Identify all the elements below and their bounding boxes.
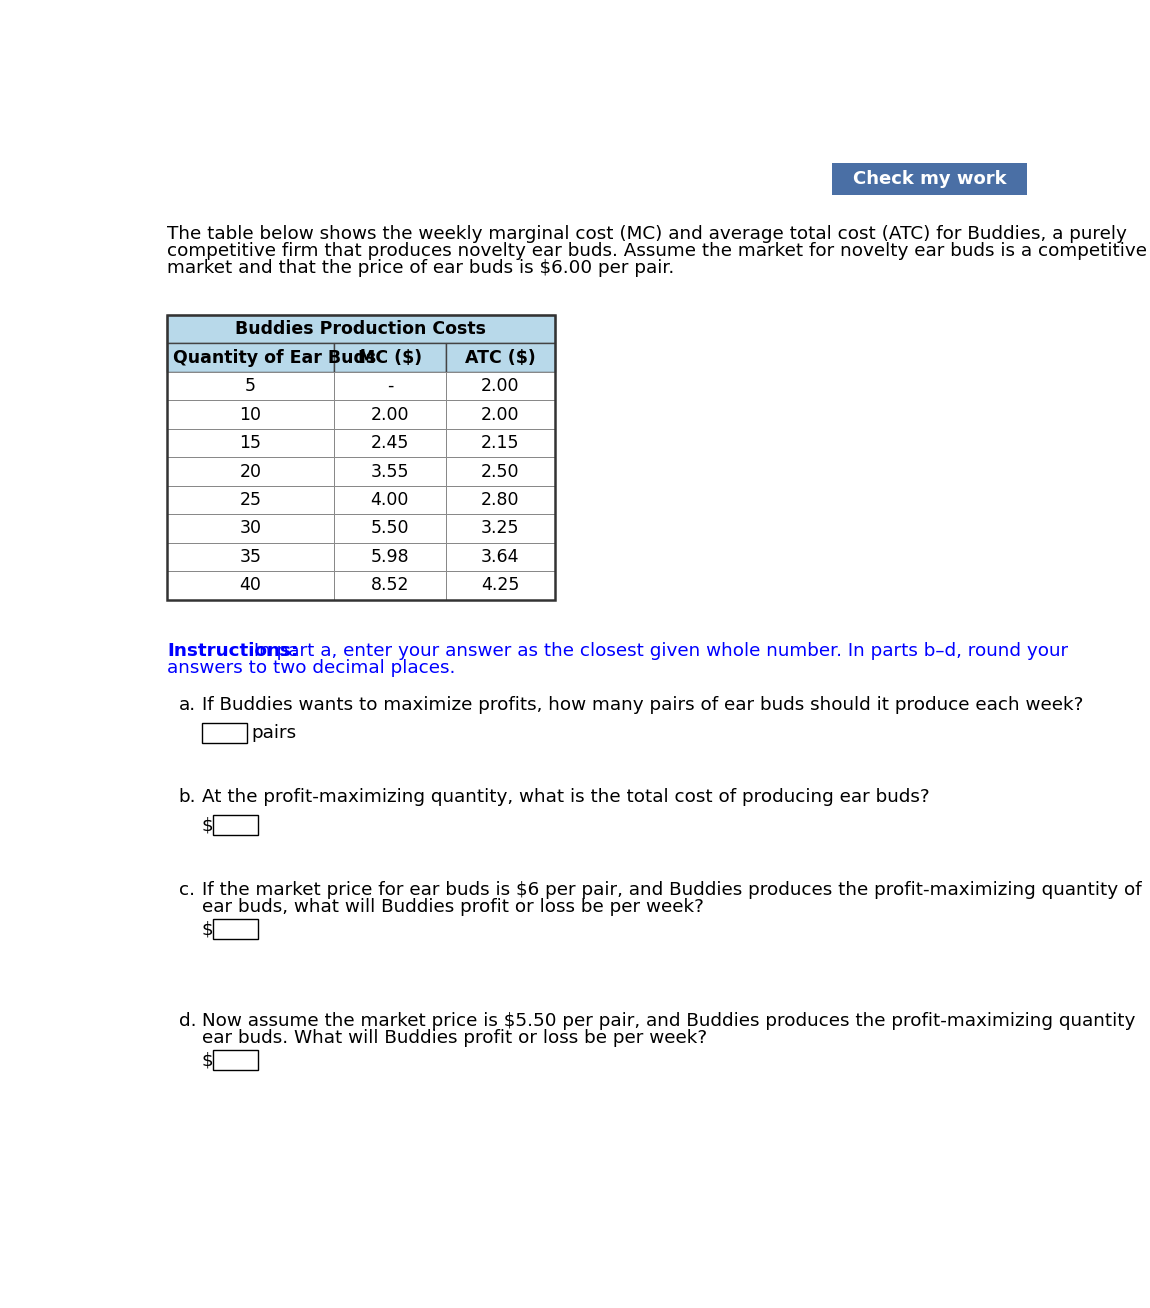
Text: market and that the price of ear buds is $6.00 per pair.: market and that the price of ear buds is… <box>167 259 674 276</box>
FancyBboxPatch shape <box>334 400 446 429</box>
FancyBboxPatch shape <box>334 514 446 543</box>
Text: 2.50: 2.50 <box>481 463 520 480</box>
Text: MC ($): MC ($) <box>358 348 422 366</box>
FancyBboxPatch shape <box>167 429 334 458</box>
Text: 3.25: 3.25 <box>481 519 520 538</box>
FancyBboxPatch shape <box>202 723 247 743</box>
FancyBboxPatch shape <box>446 371 554 400</box>
Text: Quantity of Ear Buds: Quantity of Ear Buds <box>174 348 376 366</box>
FancyBboxPatch shape <box>167 400 334 429</box>
FancyBboxPatch shape <box>167 458 334 485</box>
FancyBboxPatch shape <box>446 485 554 514</box>
Text: 2.15: 2.15 <box>481 434 520 453</box>
FancyBboxPatch shape <box>213 1050 258 1070</box>
Text: 2.45: 2.45 <box>370 434 409 453</box>
Text: 2.00: 2.00 <box>481 377 520 395</box>
FancyBboxPatch shape <box>334 485 446 514</box>
Text: 2.00: 2.00 <box>370 405 409 424</box>
FancyBboxPatch shape <box>446 543 554 572</box>
Text: 2.80: 2.80 <box>481 490 520 509</box>
FancyBboxPatch shape <box>334 543 446 572</box>
Text: The table below shows the weekly marginal cost (MC) and average total cost (ATC): The table below shows the weekly margina… <box>167 225 1127 243</box>
Text: 35: 35 <box>239 548 261 566</box>
Text: ear buds, what will Buddies profit or loss be per week?: ear buds, what will Buddies profit or lo… <box>202 897 704 916</box>
Text: c.: c. <box>178 880 194 899</box>
FancyBboxPatch shape <box>334 572 446 599</box>
Text: Now assume the market price is $5.50 per pair, and Buddies produces the profit-m: Now assume the market price is $5.50 per… <box>202 1011 1135 1029</box>
Text: $: $ <box>202 816 214 835</box>
FancyBboxPatch shape <box>831 164 1027 195</box>
FancyBboxPatch shape <box>446 400 554 429</box>
Text: 8.52: 8.52 <box>370 577 409 594</box>
Text: 25: 25 <box>239 490 261 509</box>
Text: 30: 30 <box>239 519 261 538</box>
Text: Instructions:: Instructions: <box>167 642 298 661</box>
FancyBboxPatch shape <box>167 485 334 514</box>
Text: d.: d. <box>178 1011 197 1029</box>
Text: competitive firm that produces novelty ear buds. Assume the market for novelty e: competitive firm that produces novelty e… <box>167 242 1147 260</box>
Text: 20: 20 <box>239 463 261 480</box>
Text: Buddies Production Costs: Buddies Production Costs <box>236 320 486 337</box>
FancyBboxPatch shape <box>167 543 334 572</box>
Text: 40: 40 <box>239 577 261 594</box>
Text: 4.00: 4.00 <box>370 490 409 509</box>
Text: 5: 5 <box>245 377 255 395</box>
FancyBboxPatch shape <box>334 429 446 458</box>
Text: a.: a. <box>178 696 196 714</box>
FancyBboxPatch shape <box>167 514 334 543</box>
FancyBboxPatch shape <box>167 572 334 599</box>
Text: $: $ <box>202 1052 214 1069</box>
Text: b.: b. <box>178 789 197 806</box>
Text: At the profit-maximizing quantity, what is the total cost of producing ear buds?: At the profit-maximizing quantity, what … <box>202 789 929 806</box>
FancyBboxPatch shape <box>446 429 554 458</box>
FancyBboxPatch shape <box>167 343 334 371</box>
Text: ATC ($): ATC ($) <box>465 348 536 366</box>
FancyBboxPatch shape <box>213 920 258 939</box>
Text: 3.55: 3.55 <box>370 463 409 480</box>
FancyBboxPatch shape <box>446 514 554 543</box>
Text: 2.00: 2.00 <box>481 405 520 424</box>
Text: $: $ <box>202 921 214 938</box>
Text: 5.50: 5.50 <box>370 519 409 538</box>
Text: pairs: pairs <box>252 723 297 742</box>
Text: If the market price for ear buds is $6 per pair, and Buddies produces the profit: If the market price for ear buds is $6 p… <box>202 880 1142 899</box>
Text: 4.25: 4.25 <box>481 577 520 594</box>
FancyBboxPatch shape <box>167 371 334 400</box>
Text: 10: 10 <box>239 405 261 424</box>
FancyBboxPatch shape <box>446 572 554 599</box>
Text: If Buddies wants to maximize profits, how many pairs of ear buds should it produ: If Buddies wants to maximize profits, ho… <box>202 696 1083 714</box>
Text: ear buds. What will Buddies profit or loss be per week?: ear buds. What will Buddies profit or lo… <box>202 1028 707 1046</box>
FancyBboxPatch shape <box>334 458 446 485</box>
Text: 5.98: 5.98 <box>370 548 409 566</box>
Text: In part a, enter your answer as the closest given whole number. In parts b–d, ro: In part a, enter your answer as the clos… <box>248 642 1068 661</box>
Text: Check my work: Check my work <box>853 170 1006 188</box>
Text: answers to two decimal places.: answers to two decimal places. <box>167 659 455 678</box>
FancyBboxPatch shape <box>167 315 554 343</box>
FancyBboxPatch shape <box>213 815 258 836</box>
FancyBboxPatch shape <box>446 458 554 485</box>
Text: 3.64: 3.64 <box>481 548 520 566</box>
FancyBboxPatch shape <box>446 343 554 371</box>
Text: 15: 15 <box>239 434 261 453</box>
Text: -: - <box>386 377 393 395</box>
FancyBboxPatch shape <box>334 343 446 371</box>
FancyBboxPatch shape <box>334 371 446 400</box>
